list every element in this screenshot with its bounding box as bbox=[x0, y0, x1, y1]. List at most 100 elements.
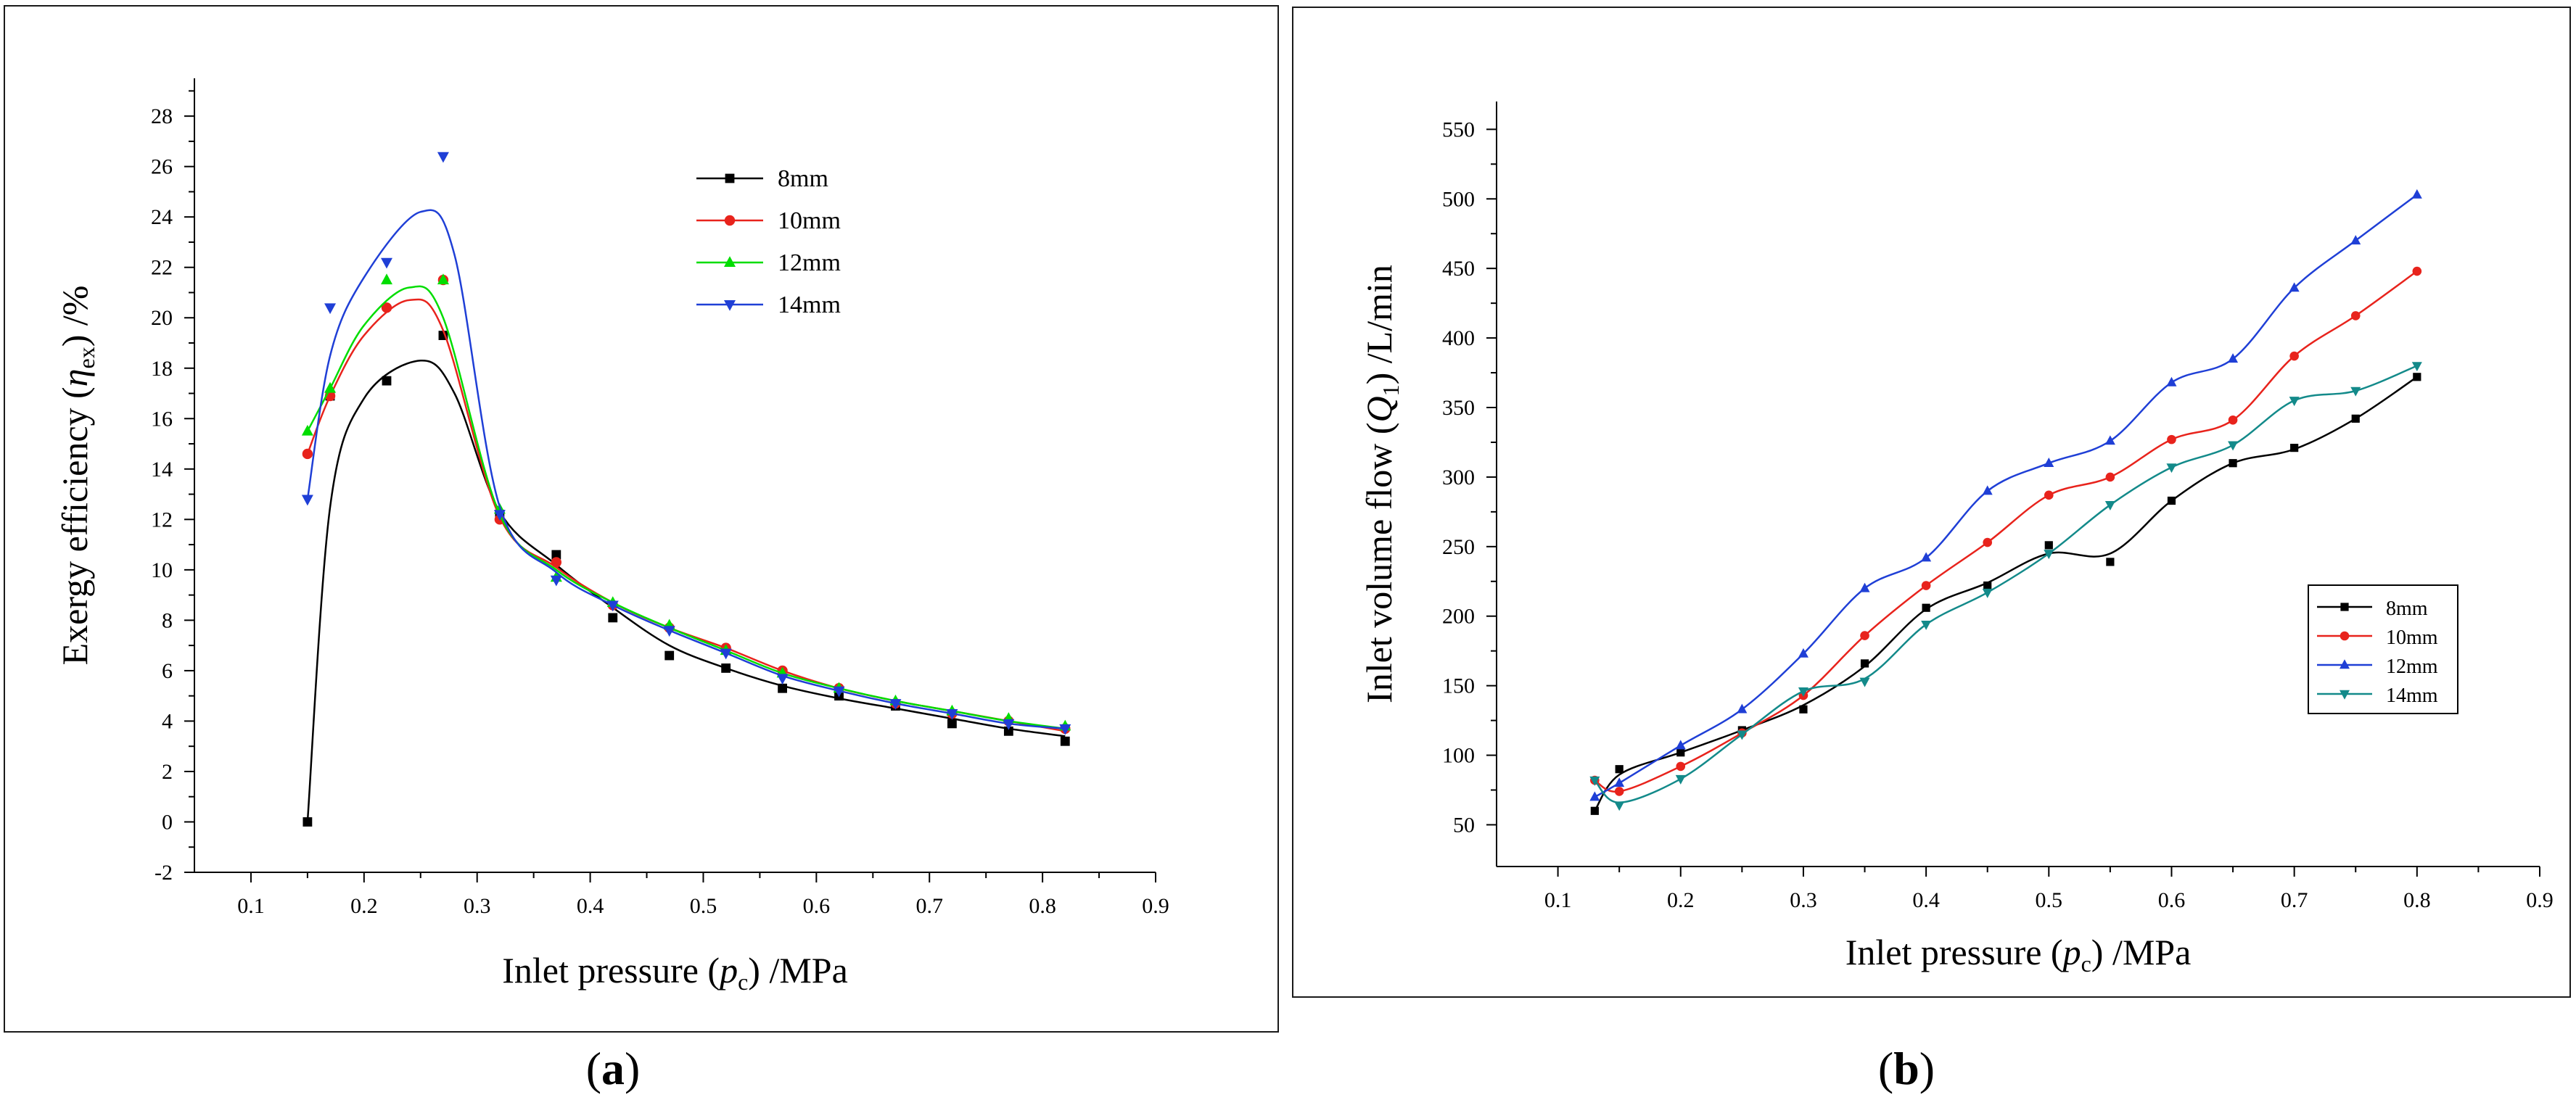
y-tick-label: 150 bbox=[1442, 674, 1475, 698]
y-tick-label: 26 bbox=[151, 155, 173, 179]
y-tick-label: 400 bbox=[1442, 326, 1475, 350]
y-tick-label: 300 bbox=[1442, 466, 1475, 489]
data-point-14mm bbox=[1614, 801, 1625, 811]
x-tick-label: 0.1 bbox=[1544, 888, 1572, 912]
data-point-12mm bbox=[2044, 458, 2054, 467]
panel-frame bbox=[1292, 7, 2571, 998]
data-point-14mm bbox=[2044, 550, 2054, 560]
x-tick-label: 0.4 bbox=[577, 894, 604, 918]
legend-label-8mm: 8mm bbox=[2386, 597, 2428, 620]
data-point-12mm bbox=[2289, 282, 2300, 292]
data-point-10mm bbox=[2412, 266, 2422, 276]
data-point-8mm bbox=[551, 550, 561, 560]
data-point-10mm bbox=[2167, 434, 2176, 444]
data-point-8mm bbox=[1590, 806, 1599, 815]
data-point-14mm bbox=[301, 495, 313, 506]
data-point-8mm bbox=[721, 663, 731, 673]
data-point-8mm bbox=[303, 817, 313, 827]
x-tick-label: 0.1 bbox=[237, 894, 265, 918]
y-tick-label: 16 bbox=[151, 407, 173, 431]
panel-label: (a) bbox=[586, 1043, 641, 1094]
series-line-14mm bbox=[306, 209, 1066, 730]
x-tick-label: 0.3 bbox=[1790, 888, 1817, 912]
data-point-10mm bbox=[2228, 415, 2238, 425]
y-tick-label: 450 bbox=[1442, 257, 1475, 281]
x-axis-title: Inlet pressure (pc) /MPa bbox=[1845, 932, 2192, 977]
y-tick-label: 20 bbox=[151, 306, 173, 330]
panel-label: (b) bbox=[1878, 1043, 1935, 1094]
data-point-12mm bbox=[1589, 791, 1600, 801]
legend-label-14mm: 14mm bbox=[2386, 685, 2438, 707]
data-point-14mm bbox=[1059, 724, 1071, 735]
x-tick-label: 0.2 bbox=[350, 894, 378, 918]
legend-marker-10mm bbox=[2340, 631, 2350, 641]
x-axis-title: Inlet pressure (pc) /MPa bbox=[502, 950, 848, 995]
chart-panel-a: 0.1 0.2 0.3 0.4 0.5 0.6 0.7 0.8 0.9-202468101214… bbox=[4, 5, 1279, 1094]
data-point-8mm bbox=[2167, 496, 2176, 505]
data-point-12mm bbox=[1982, 485, 1993, 495]
y-tick-label: 12 bbox=[151, 508, 173, 532]
y-tick-label: 250 bbox=[1442, 535, 1475, 559]
data-point-10mm bbox=[551, 557, 562, 568]
data-point-8mm bbox=[664, 650, 675, 661]
y-tick-label: 6 bbox=[162, 659, 173, 683]
data-point-8mm bbox=[1676, 748, 1685, 757]
y-tick-label: 0 bbox=[162, 810, 173, 834]
y-tick-label: 28 bbox=[151, 104, 173, 128]
data-point-8mm bbox=[382, 376, 392, 386]
x-tick-label: 0.6 bbox=[803, 894, 831, 918]
data-point-12mm bbox=[1675, 740, 1686, 750]
series-line-10mm bbox=[306, 298, 1066, 732]
data-point-14mm bbox=[606, 600, 619, 612]
data-point-12mm bbox=[2166, 376, 2177, 386]
x-tick-label: 0.6 bbox=[2158, 888, 2186, 912]
data-point-12mm bbox=[2350, 235, 2361, 245]
data-point-14mm bbox=[1859, 677, 1870, 687]
y-tick-label: 8 bbox=[162, 608, 173, 632]
data-point-8mm bbox=[947, 719, 957, 729]
data-point-14mm bbox=[2289, 397, 2300, 407]
panel-frame bbox=[4, 5, 1279, 1033]
x-tick-label: 0.3 bbox=[464, 894, 491, 918]
data-point-10mm bbox=[1921, 581, 1931, 590]
data-point-8mm bbox=[1003, 726, 1013, 736]
data-point-14mm bbox=[663, 626, 675, 637]
data-point-10mm bbox=[2105, 472, 2115, 482]
legend-label-8mm: 8mm bbox=[778, 165, 828, 192]
data-point-14mm bbox=[1798, 687, 1808, 698]
legend-label-12mm: 12mm bbox=[2386, 656, 2438, 678]
data-point-12mm bbox=[1798, 648, 1808, 658]
legend-marker-8mm bbox=[725, 173, 735, 183]
legend-marker-14mm bbox=[724, 300, 736, 311]
x-tick-label: 0.5 bbox=[690, 894, 717, 918]
series-line-8mm bbox=[306, 360, 1066, 822]
legend-marker-12mm bbox=[724, 256, 736, 267]
data-point-14mm bbox=[1737, 730, 1748, 740]
y-tick-label: 500 bbox=[1442, 187, 1475, 211]
legend-label-14mm: 14mm bbox=[778, 291, 841, 318]
data-point-14mm bbox=[550, 575, 562, 587]
data-point-12mm bbox=[301, 424, 313, 436]
x-tick-label: 0.2 bbox=[1667, 888, 1695, 912]
y-tick-label: 22 bbox=[151, 256, 173, 280]
data-point-14mm bbox=[833, 686, 845, 698]
legend-marker-8mm bbox=[2340, 603, 2349, 611]
legend-marker-10mm bbox=[724, 215, 736, 226]
y-tick-label: -2 bbox=[155, 861, 173, 885]
series-8mm bbox=[1590, 373, 2421, 815]
legend-marker-12mm bbox=[2340, 659, 2350, 669]
data-point-8mm bbox=[1799, 705, 1808, 714]
series-12mm bbox=[301, 273, 1071, 731]
y-tick-label: 550 bbox=[1442, 117, 1475, 141]
data-point-14mm bbox=[1921, 620, 1932, 630]
data-point-10mm bbox=[2350, 311, 2361, 321]
data-point-14mm bbox=[1589, 776, 1600, 786]
data-point-14mm bbox=[2104, 501, 2115, 510]
y-tick-label: 50 bbox=[1453, 813, 1475, 837]
data-point-8mm bbox=[2413, 373, 2421, 381]
data-point-10mm bbox=[1983, 537, 1993, 547]
series-12mm bbox=[1589, 189, 2422, 801]
y-tick-label: 2 bbox=[162, 760, 173, 784]
x-tick-label: 0.9 bbox=[1142, 894, 1169, 918]
